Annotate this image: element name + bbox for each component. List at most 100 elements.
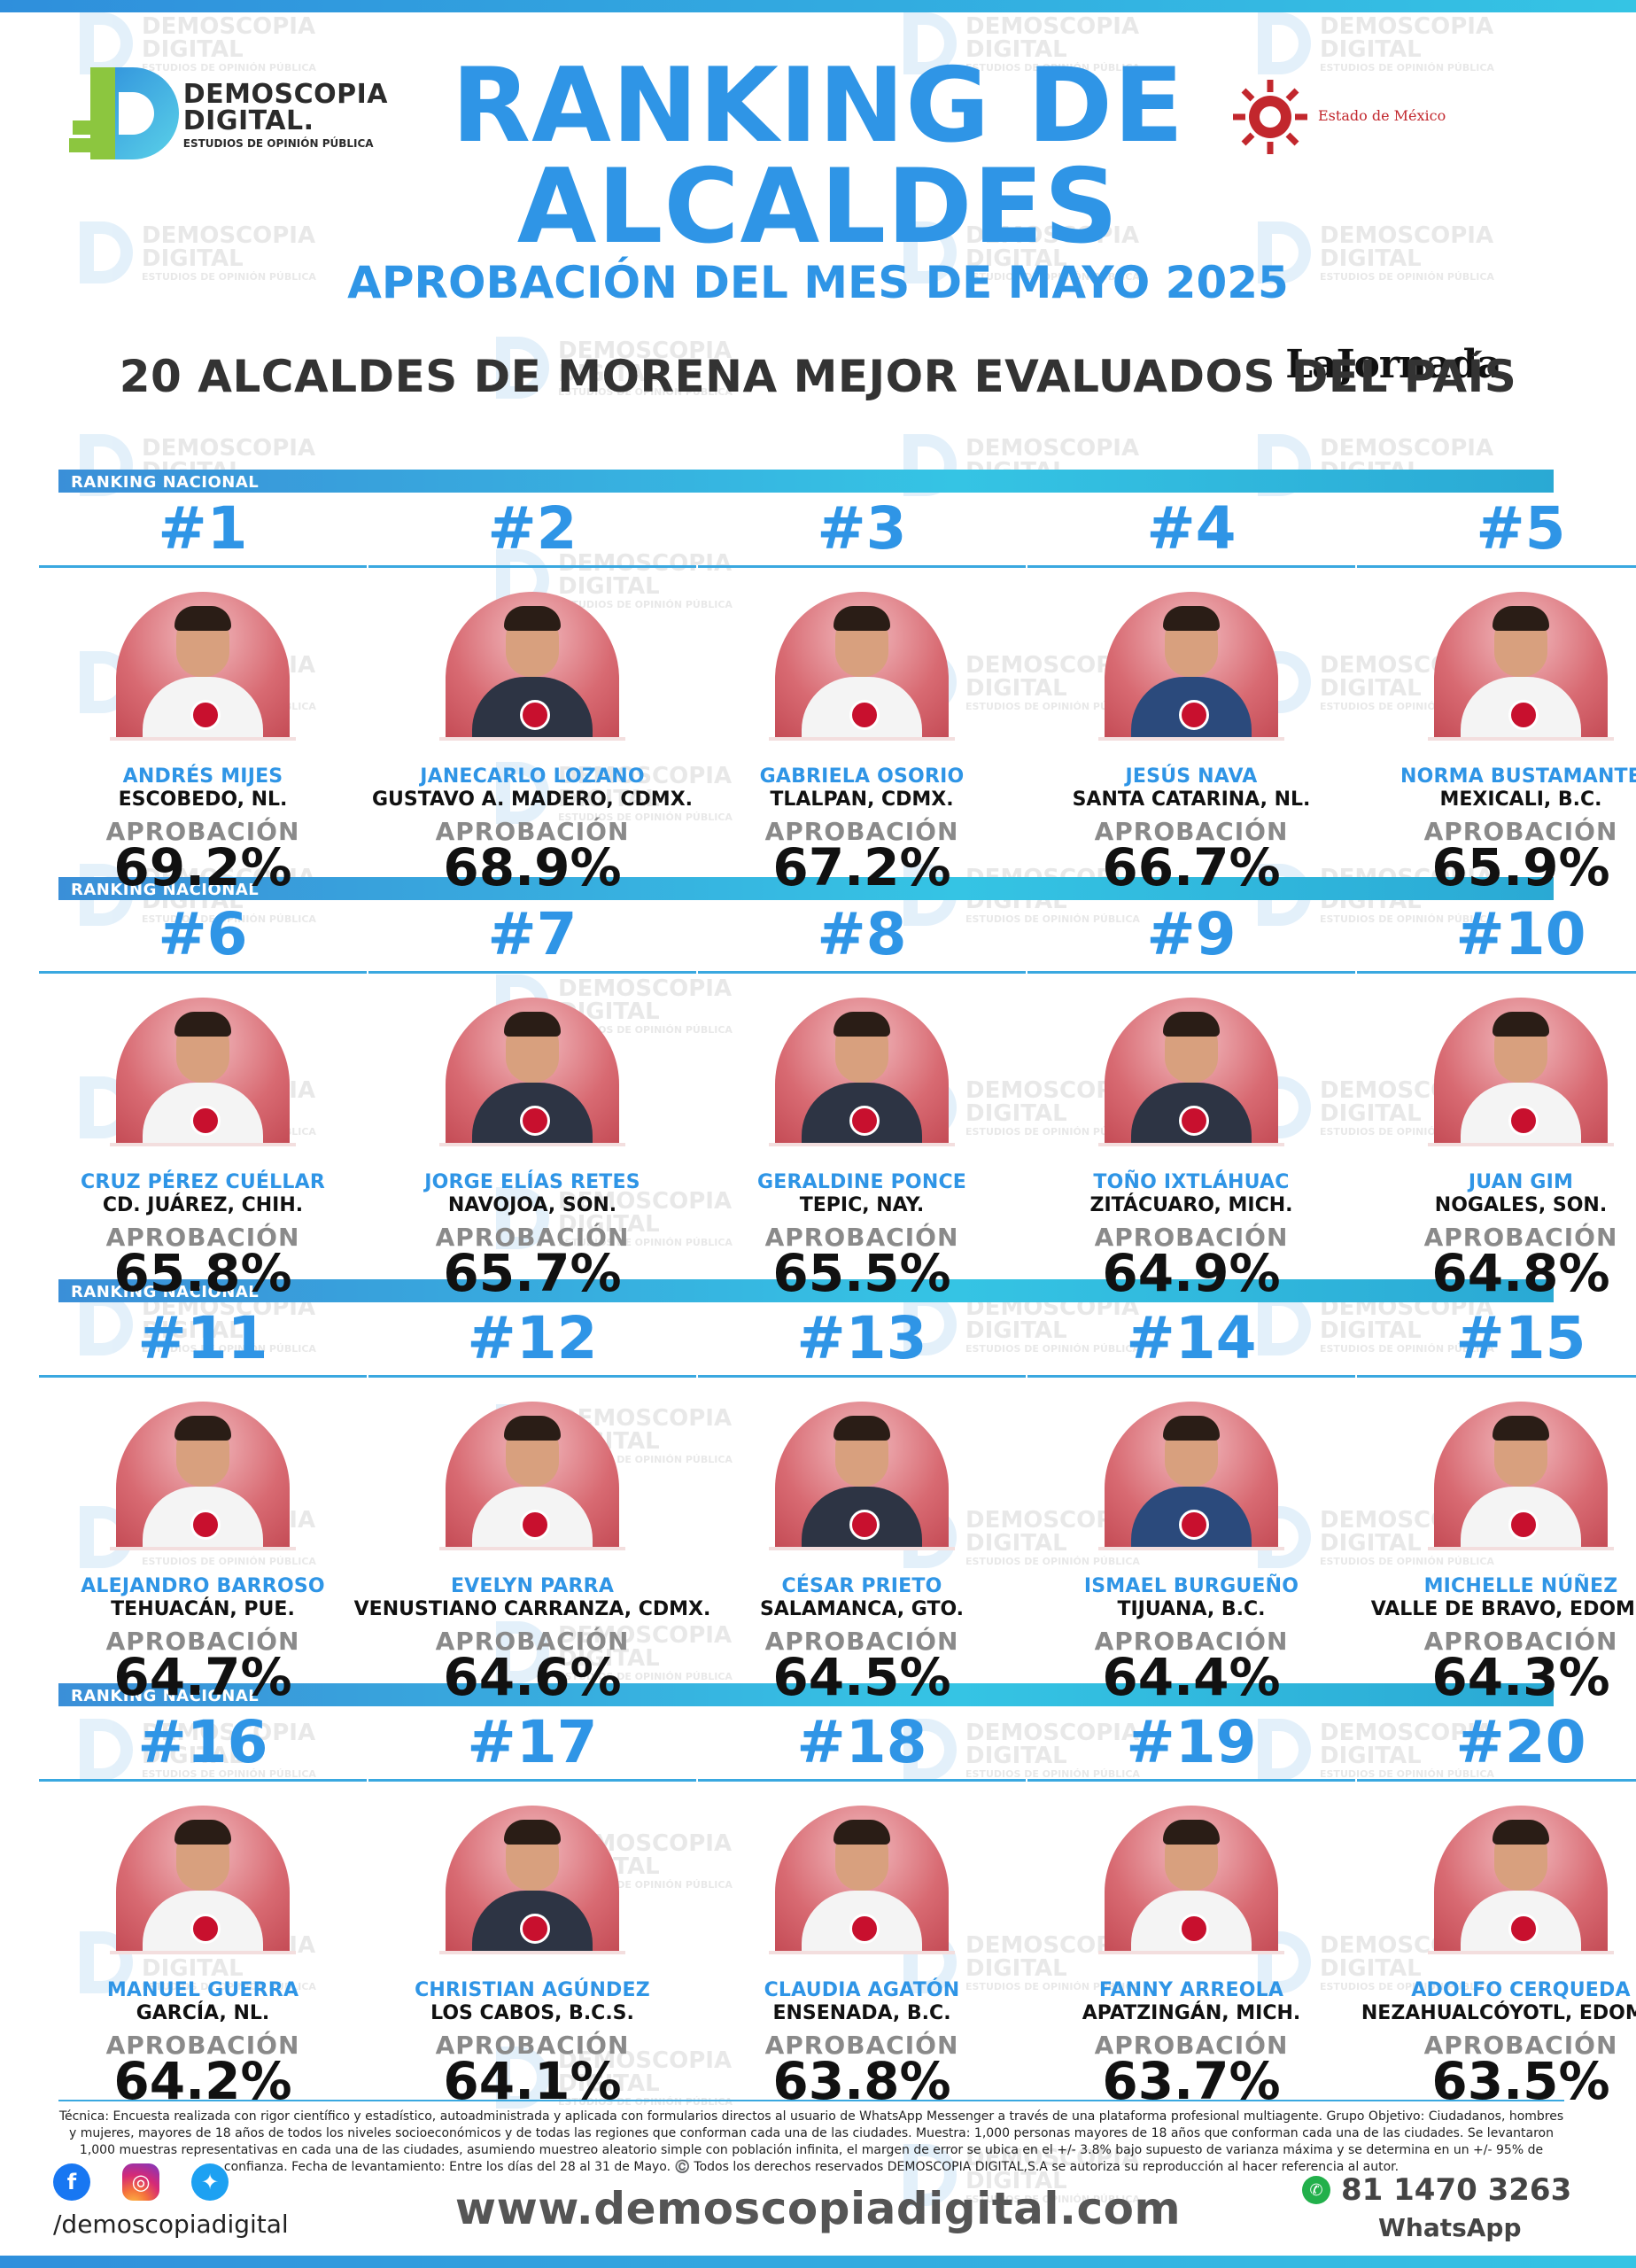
mayor-city: VALLE DE BRAVO, EDOMEX. (1370, 1598, 1636, 1620)
mayor-card: #7 JORGE ELÍAS RETES NAVOJOA, SON. APROBACI… (368, 905, 696, 1299)
morena-pin-icon (520, 1914, 550, 1944)
rank-number: #10 (1455, 900, 1586, 968)
approval-value: 63.8% (772, 2051, 951, 2111)
logo-line-2: DIGITAL. (182, 105, 314, 136)
approval-label: APROBACIÓN (105, 817, 300, 846)
rank-underline (698, 1779, 1026, 1782)
approval-label: APROBACIÓN (764, 2031, 959, 2060)
approval-label: APROBACIÓN (1094, 2031, 1289, 2060)
mayor-name: ISMAEL BURGUEÑO (1083, 1575, 1299, 1597)
mayor-name: NORMA BUSTAMANTE (1400, 765, 1636, 788)
whatsapp-label: WhatsApp (1378, 2213, 1522, 2242)
rank-underline (698, 565, 1026, 568)
rank-underline (1357, 1375, 1636, 1378)
mayor-photo (775, 998, 949, 1145)
mayor-city: ZITÁCUARO, MICH. (1089, 1194, 1293, 1216)
rank-underline (1027, 1375, 1355, 1378)
bottom-accent-bar (0, 2256, 1636, 2268)
subtitle: APROBACIÓN DEL MES DE MAYO 2025 (347, 257, 1289, 308)
ranking-band-1: RANKING NACIONAL (58, 470, 1554, 493)
morena-pin-icon (1508, 1510, 1539, 1540)
mayor-name: CHRISTIAN AGÚNDEZ (415, 1979, 650, 2001)
morena-pin-icon (520, 1106, 550, 1136)
photo-base (110, 737, 296, 741)
approval-label: APROBACIÓN (105, 2031, 300, 2060)
mayor-photo (1105, 1806, 1278, 1953)
approval-label: APROBACIÓN (764, 817, 959, 846)
rank-underline (368, 971, 696, 974)
rank-number: #4 (1146, 494, 1237, 563)
footer-divider (58, 2100, 1564, 2101)
rank-number: #19 (1126, 1708, 1257, 1776)
approval-label: APROBACIÓN (1094, 817, 1289, 846)
approval-value: 63.5% (1431, 2051, 1610, 2111)
website-link[interactable]: www.demoscopiadigital.com (454, 2183, 1182, 2234)
morena-pin-icon (1179, 1106, 1209, 1136)
morena-pin-icon (1179, 700, 1209, 730)
mayor-city: ENSENADA, B.C. (772, 2002, 951, 2024)
instagram-icon[interactable]: ◎ (122, 2163, 159, 2201)
band-label: RANKING NACIONAL (71, 473, 260, 492)
section-heading: 20 ALCALDES DE MORENA MEJOR EVALUADOS DE… (119, 351, 1517, 402)
approval-label: APROBACIÓN (105, 1627, 300, 1656)
mayor-photo (1434, 998, 1608, 1145)
morena-pin-icon (849, 1106, 880, 1136)
whatsapp-contact[interactable]: ✆ 81 1470 3263 (1302, 2172, 1571, 2208)
approval-value: 69.2% (113, 837, 292, 897)
social-icons: f ◎ ✦ (53, 2163, 229, 2201)
approval-value: 64.1% (443, 2051, 622, 2111)
mayor-city: LOS CABOS, B.C.S. (430, 2002, 634, 2024)
mayor-city: APATZINGÁN, MICH. (1082, 2002, 1301, 2024)
photo-base (1098, 1951, 1284, 1954)
photo-base (110, 1547, 296, 1550)
rank-number: #11 (137, 1304, 268, 1372)
approval-label: APROBACIÓN (764, 1223, 959, 1252)
mayor-photo (446, 1402, 619, 1549)
rank-underline (1027, 565, 1355, 568)
mayor-photo (116, 1806, 290, 1953)
mayor-city: VENUSTIANO CARRANZA, CDMX. (353, 1598, 711, 1620)
mayor-city: ESCOBEDO, NL. (118, 788, 288, 811)
facebook-icon[interactable]: f (53, 2163, 90, 2201)
mayor-photo (446, 1806, 619, 1953)
approval-value: 63.7% (1102, 2051, 1281, 2111)
rank-number: #16 (137, 1708, 268, 1776)
top-accent-bar (0, 0, 1636, 12)
photo-base (110, 1951, 296, 1954)
approval-value: 65.7% (443, 1243, 622, 1303)
mayor-name: JESÚS NAVA (1125, 765, 1258, 788)
mayor-city: TLALPAN, CDMX. (770, 788, 954, 811)
rank-underline (1027, 971, 1355, 974)
mayor-city: NAVOJOA, SON. (447, 1194, 617, 1216)
mayor-card: #17 CHRISTIAN AGÚNDEZ LOS CABOS, B.C.S. APR… (368, 1708, 696, 2107)
mayor-name: JORGE ELÍAS RETES (424, 1171, 640, 1193)
morena-pin-icon (849, 700, 880, 730)
social-handle[interactable]: /demoscopiadigital (53, 2210, 289, 2239)
rank-underline (698, 971, 1026, 974)
approval-value: 67.2% (772, 837, 951, 897)
mayor-city: NEZAHUALCÓYOTL, EDOMEX. (1361, 2002, 1636, 2024)
approval-value: 64.9% (1102, 1243, 1281, 1303)
demoscopia-logo: DEMOSCOPIA DIGITAL. ESTUDIOS DE OPINIÓN … (69, 66, 388, 165)
approval-value: 64.6% (443, 1647, 622, 1707)
photo-base (769, 1547, 955, 1550)
rank-number: #17 (467, 1708, 598, 1776)
mayor-city: CD. JUÁREZ, CHIH. (102, 1194, 304, 1216)
demoscopia-d-icon (69, 66, 179, 165)
rank-number: #14 (1126, 1304, 1257, 1372)
approval-label: APROBACIÓN (1423, 1627, 1618, 1656)
morena-pin-icon (190, 1106, 221, 1136)
rank-number: #6 (158, 900, 248, 968)
morena-pin-icon (1179, 1510, 1209, 1540)
mayor-photo (1434, 592, 1608, 739)
mayor-card: #12 EVELYN PARRA VENUSTIANO CARRANZA, CDMX… (354, 1309, 711, 1704)
twitter-icon[interactable]: ✦ (191, 2163, 229, 2201)
whatsapp-icon: ✆ (1302, 2176, 1330, 2204)
rank-underline (368, 1779, 696, 1782)
approval-value: 64.3% (1431, 1647, 1610, 1707)
ranking-band-4: RANKING NACIONAL (58, 1683, 1554, 1706)
mayor-card: #10 JUAN GIM NOGALES, SON. APROBACIÓN 64.8% (1357, 900, 1636, 1299)
photo-base (769, 1951, 955, 1954)
mayor-photo (116, 1402, 290, 1549)
